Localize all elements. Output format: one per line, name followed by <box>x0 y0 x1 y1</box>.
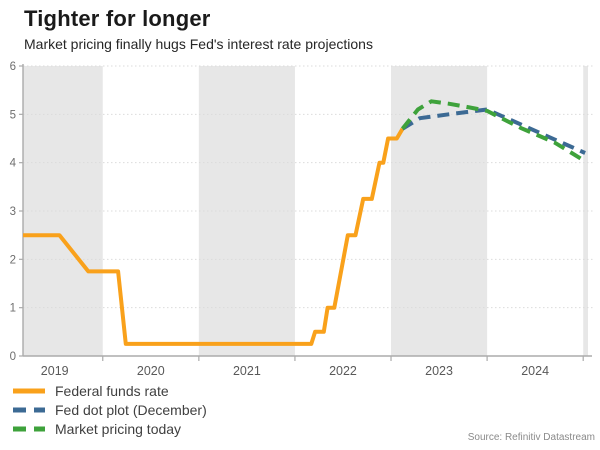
chart-title: Tighter for longer <box>24 6 211 31</box>
y-tick-label: 5 <box>10 109 16 121</box>
x-tick-label: 2023 <box>425 364 453 378</box>
legend: Federal funds rate Fed dot plot (Decembe… <box>12 381 207 438</box>
y-tick-label: 4 <box>10 158 17 170</box>
legend-item-federal-funds-rate: Federal funds rate <box>12 381 207 400</box>
year-band <box>23 66 103 356</box>
year-band <box>198 66 295 356</box>
x-tick-label: 2020 <box>137 364 165 378</box>
series-line-market-pricing-today <box>400 99 587 163</box>
legend-swatch-dashed-line <box>13 426 45 431</box>
y-tick-label: 1 <box>10 303 16 315</box>
legend-label: Fed dot plot (December) <box>55 401 207 418</box>
legend-swatch-solid-line <box>13 388 45 393</box>
y-tick-label: 2 <box>10 254 16 266</box>
legend-item-fed-dot-plot: Fed dot plot (December) <box>12 400 207 419</box>
y-tick-label: 6 <box>10 61 16 73</box>
x-tick-label: 2022 <box>329 364 357 378</box>
x-tick-label: 2024 <box>521 364 549 378</box>
chart-subtitle: Market pricing finally hugs Fed's intere… <box>24 36 373 52</box>
legend-item-market-pricing: Market pricing today <box>12 419 207 438</box>
series-line-fed-dot-plot-december- <box>401 107 586 155</box>
x-tick-label: 2021 <box>233 364 261 378</box>
legend-label: Federal funds rate <box>55 382 169 399</box>
legend-label: Market pricing today <box>55 420 182 437</box>
y-tick-label: 3 <box>10 206 16 218</box>
x-tick-label: 2019 <box>41 364 69 378</box>
series-line-federal-funds-rate <box>23 127 405 346</box>
legend-swatch-dashed-line <box>13 407 45 412</box>
y-tick-label: 0 <box>10 351 16 363</box>
year-band <box>583 66 588 356</box>
source-note: Source: Refinitiv Datastream <box>467 432 595 443</box>
